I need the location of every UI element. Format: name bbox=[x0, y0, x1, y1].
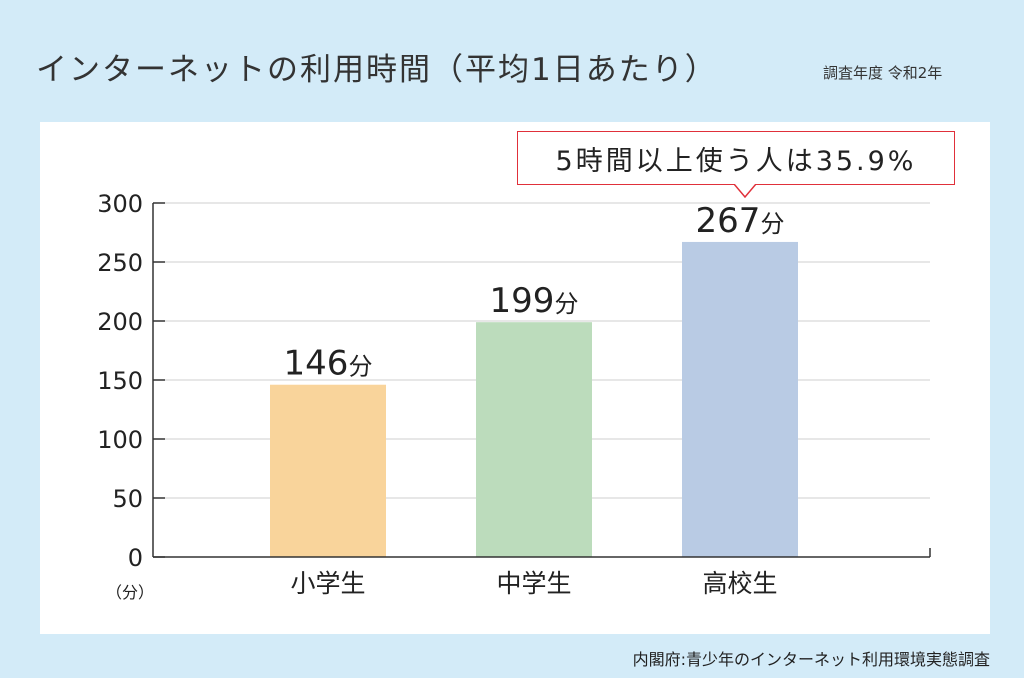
y-tick-label: 200 bbox=[97, 308, 143, 336]
data-label: 146分 bbox=[284, 344, 373, 384]
y-tick-label: 150 bbox=[97, 367, 143, 395]
survey-year-note: 調査年度 令和2年 bbox=[823, 64, 943, 82]
category-label: 高校生 bbox=[702, 569, 777, 598]
y-tick-label: 250 bbox=[97, 249, 143, 277]
bar bbox=[476, 322, 592, 557]
y-tick-label: 300 bbox=[97, 190, 143, 218]
data-label: 267分 bbox=[696, 201, 785, 241]
chart-title: インターネットの利用時間（平均1日あたり） bbox=[36, 52, 718, 88]
source-note: 内閣府:青少年のインターネット利用環境実態調査 bbox=[632, 650, 990, 669]
data-label: 199分 bbox=[490, 281, 579, 321]
bar bbox=[682, 241, 798, 557]
y-tick-label: 50 bbox=[112, 485, 143, 513]
y-tick-label: 0 bbox=[128, 544, 143, 572]
callout-pointer bbox=[734, 184, 756, 198]
bar bbox=[270, 384, 386, 557]
category-label: 中学生 bbox=[496, 569, 571, 598]
y-tick-label: 100 bbox=[97, 426, 143, 454]
callout-box: 5時間以上使う人は35.9% bbox=[517, 131, 955, 185]
category-label: 小学生 bbox=[290, 569, 365, 598]
y-axis-label: （分） bbox=[106, 583, 154, 602]
